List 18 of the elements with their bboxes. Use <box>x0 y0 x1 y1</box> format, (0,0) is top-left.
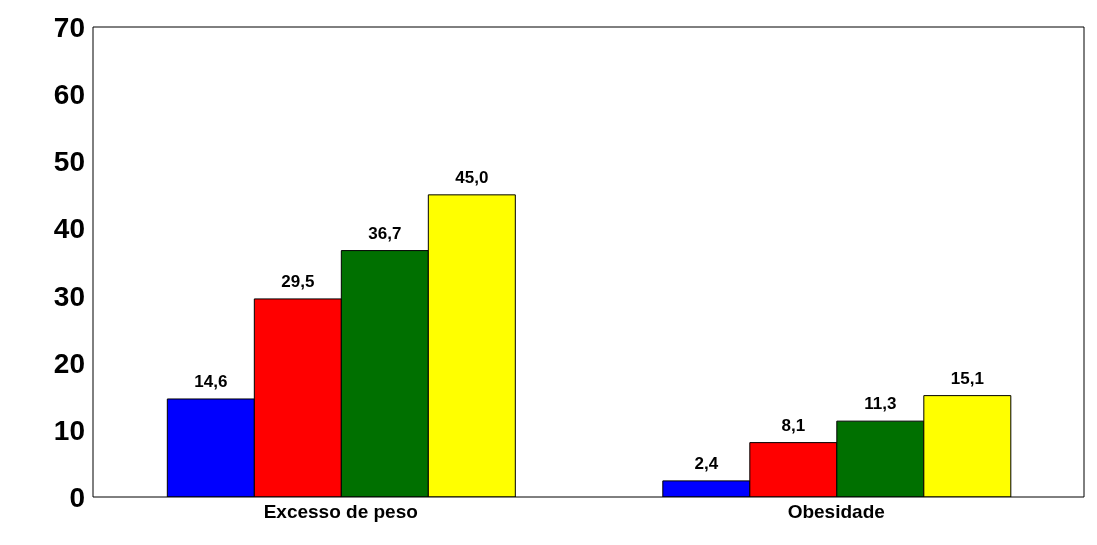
y-tick-label: 20 <box>53 347 85 379</box>
y-tick-label: 30 <box>53 280 85 312</box>
data-label: 8,1 <box>781 415 806 435</box>
y-tick-label: 60 <box>53 79 85 111</box>
data-label: 11,3 <box>864 394 897 414</box>
y-tick-label: 10 <box>53 414 85 446</box>
data-label: 15,1 <box>950 368 984 388</box>
y-tick-label: 40 <box>53 213 85 245</box>
x-tick-label: Obesidade <box>787 501 885 523</box>
y-tick-label: 0 <box>69 481 85 513</box>
x-tick-label: Excesso de peso <box>263 501 418 523</box>
data-label: 36,7 <box>368 223 402 243</box>
data-label: 29,5 <box>281 271 315 291</box>
data-label: 2,4 <box>694 453 719 473</box>
data-label: 45,0 <box>455 167 489 187</box>
y-tick-label: 70 <box>53 11 85 43</box>
data-label: 14,6 <box>194 371 228 391</box>
y-tick-label: 50 <box>53 146 85 178</box>
